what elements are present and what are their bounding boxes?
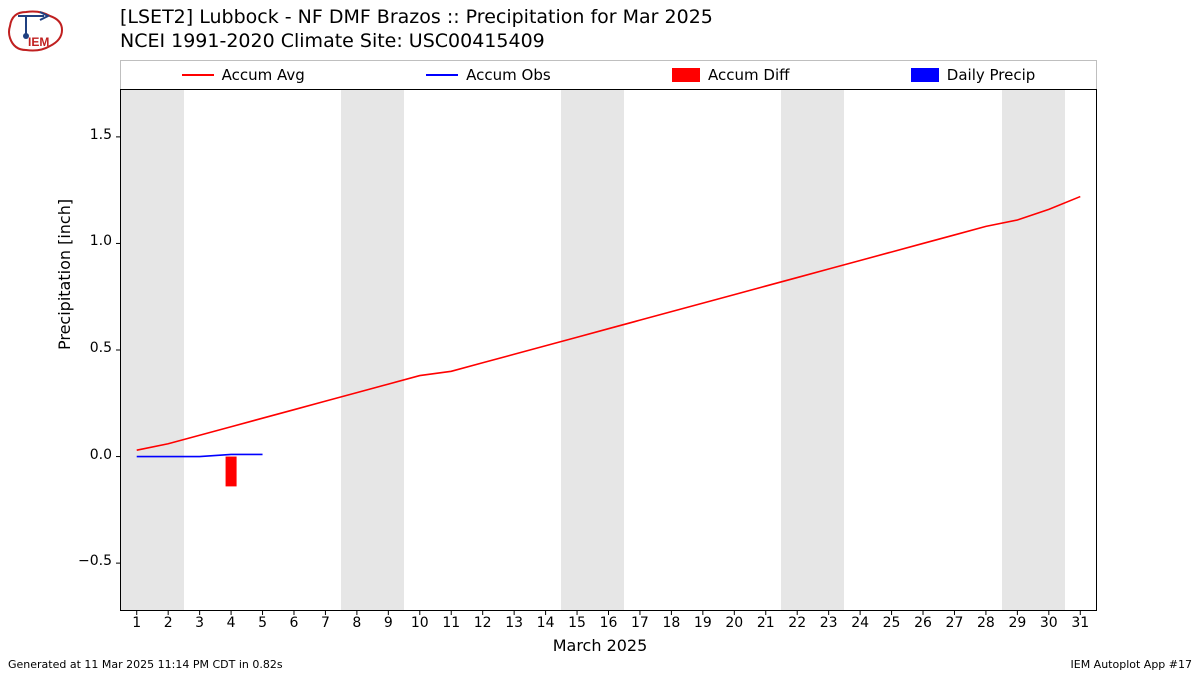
x-tick-label: 9 [379, 615, 397, 631]
legend-accum-diff: Accum Diff [672, 66, 789, 84]
x-tick-label: 15 [568, 615, 586, 631]
legend: Accum Avg Accum Obs Accum Diff Daily Pre… [120, 60, 1097, 90]
footer-generated: Generated at 11 Mar 2025 11:14 PM CDT in… [8, 658, 283, 671]
plot-svg [121, 90, 1096, 610]
x-tick-label: 17 [631, 615, 649, 631]
x-tick-label: 30 [1040, 615, 1058, 631]
x-tick-label: 2 [159, 615, 177, 631]
x-tick-label: 18 [662, 615, 680, 631]
x-tick-label: 16 [600, 615, 618, 631]
legend-line-accum-avg [182, 74, 214, 76]
x-tick-label: 7 [316, 615, 334, 631]
legend-label-accum-diff: Accum Diff [708, 66, 789, 84]
x-tick-label: 29 [1008, 615, 1026, 631]
accum-diff-bar [226, 457, 237, 487]
legend-accum-obs: Accum Obs [426, 66, 551, 84]
y-tick-label: 0.5 [90, 340, 112, 356]
title-line-2: NCEI 1991-2020 Climate Site: USC00415409 [120, 30, 713, 54]
x-tick-label: 24 [851, 615, 869, 631]
chart-title: [LSET2] Lubbock - NF DMF Brazos :: Preci… [120, 6, 713, 54]
x-tick-label: 14 [537, 615, 555, 631]
x-tick-label: 22 [788, 615, 806, 631]
y-axis-label: Precipitation [inch] [55, 199, 74, 350]
svg-text:IEM: IEM [28, 35, 49, 49]
x-tick-label: 31 [1071, 615, 1089, 631]
x-tick-label: 4 [222, 615, 240, 631]
x-tick-label: 13 [505, 615, 523, 631]
x-tick-label: 27 [945, 615, 963, 631]
y-tick-label: −0.5 [78, 553, 112, 569]
footer-appid: IEM Autoplot App #17 [1071, 658, 1193, 671]
y-tick-label: 1.5 [90, 127, 112, 143]
title-line-1: [LSET2] Lubbock - NF DMF Brazos :: Preci… [120, 6, 713, 30]
legend-label-accum-avg: Accum Avg [222, 66, 305, 84]
x-tick-label: 1 [128, 615, 146, 631]
legend-line-accum-obs [426, 74, 458, 76]
x-axis-label: March 2025 [0, 636, 1200, 655]
x-tick-label: 6 [285, 615, 303, 631]
x-tick-label: 23 [820, 615, 838, 631]
plot-area [120, 89, 1097, 611]
x-tick-label: 12 [474, 615, 492, 631]
legend-patch-daily-precip [911, 68, 939, 82]
iem-logo: IEM [6, 6, 66, 54]
x-tick-label: 10 [411, 615, 429, 631]
accum-obs-line [137, 454, 263, 456]
legend-label-accum-obs: Accum Obs [466, 66, 551, 84]
x-tick-label: 19 [694, 615, 712, 631]
y-tick-label: 0.0 [90, 447, 112, 463]
x-tick-label: 8 [348, 615, 366, 631]
x-tick-label: 3 [191, 615, 209, 631]
legend-accum-avg: Accum Avg [182, 66, 305, 84]
x-tick-label: 25 [883, 615, 901, 631]
legend-label-daily-precip: Daily Precip [947, 66, 1036, 84]
legend-daily-precip: Daily Precip [911, 66, 1036, 84]
accum-avg-line [137, 197, 1081, 451]
x-tick-label: 11 [442, 615, 460, 631]
x-tick-label: 28 [977, 615, 995, 631]
x-tick-label: 21 [757, 615, 775, 631]
x-tick-label: 20 [725, 615, 743, 631]
x-tick-label: 5 [254, 615, 272, 631]
y-tick-label: 1.0 [90, 233, 112, 249]
x-tick-label: 26 [914, 615, 932, 631]
legend-patch-accum-diff [672, 68, 700, 82]
